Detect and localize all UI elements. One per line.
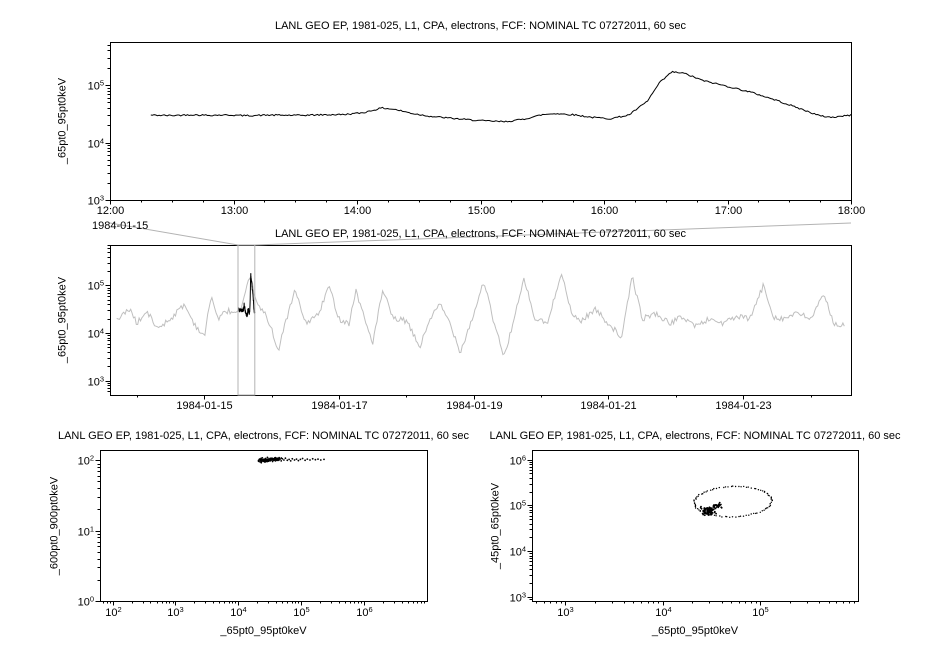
svg-text:103: 103: [88, 375, 104, 389]
svg-text:105: 105: [88, 279, 104, 293]
svg-text:104: 104: [510, 545, 526, 559]
svg-text:104: 104: [88, 137, 104, 151]
svg-text:105: 105: [293, 605, 309, 619]
svg-text:15:00: 15:00: [468, 205, 496, 217]
svg-text:1984-01-21: 1984-01-21: [580, 400, 636, 412]
svg-text:105: 105: [510, 499, 526, 513]
svg-text:1984-01-15: 1984-01-15: [176, 400, 232, 412]
x-axis-label-bottom-left: _65pt0_95pt0keV: [220, 625, 307, 637]
svg-text:104: 104: [655, 605, 671, 619]
chart-context-timeseries[interactable]: 1984-01-15 1984-01-17 1984-01-19 1984-01-21…: [88, 245, 852, 413]
svg-text:100: 100: [78, 595, 94, 609]
svg-text:104: 104: [230, 605, 246, 619]
svg-text:106: 106: [356, 605, 372, 619]
chart-top-timeseries[interactable]: 12:00 13:00 14:00 15:00 16:00 17:00 18:0010310…: [88, 42, 866, 218]
svg-text:16:00: 16:00: [591, 205, 619, 217]
y-axis-label-top: _65pt0_95pt0keV: [56, 77, 69, 165]
y-axis-label-bottom-right: _45pt0_65pt0keV: [489, 482, 502, 569]
chart-scatter-bottom-left[interactable]: 102 103 104 105 106 100 101 102: [78, 450, 428, 620]
svg-text:103: 103: [510, 591, 526, 605]
chart-title-top: LANL GEO EP, 1981-025, L1, CPA, electron…: [274, 20, 687, 32]
svg-text:1984-01-19: 1984-01-19: [446, 400, 502, 412]
zoom-region-connector[interactable]: [109, 222, 852, 396]
svg-text:1984-01-17: 1984-01-17: [311, 400, 367, 412]
svg-text:106: 106: [510, 454, 526, 468]
chart-scatter-bottom-right[interactable]: 103 104 105 103 104 105 106: [510, 450, 859, 620]
svg-text:17:00: 17:00: [715, 205, 743, 217]
svg-text:14:00: 14:00: [344, 205, 372, 217]
svg-text:103: 103: [557, 605, 573, 619]
svg-text:102: 102: [105, 605, 121, 619]
svg-text:102: 102: [78, 454, 94, 468]
svg-text:12:00: 12:00: [97, 205, 125, 217]
svg-text:101: 101: [78, 525, 94, 539]
chart-title-context: LANL GEO EP, 1981-025, L1, CPA, electron…: [274, 228, 687, 240]
x-axis-date-label: 1984-01-15: [92, 220, 149, 232]
svg-text:1984-01-23: 1984-01-23: [715, 400, 771, 412]
chart-title-bottom-left: LANL GEO EP, 1981-025, L1, CPA, electron…: [57, 430, 470, 442]
svg-text:105: 105: [88, 79, 104, 93]
x-axis-label-bottom-right: _65pt0_95pt0keV: [651, 625, 739, 637]
svg-text:104: 104: [88, 327, 104, 341]
y-axis-label-context: _65pt0_95pt0keV: [56, 276, 69, 364]
svg-text:105: 105: [752, 605, 768, 619]
svg-text:103: 103: [167, 605, 183, 619]
svg-text:18:00: 18:00: [838, 205, 866, 217]
y-axis-label-bottom-left: _600pt0_900pt0keV: [48, 476, 61, 575]
chart-title-bottom-right: LANL GEO EP, 1981-025, L1, CPA, electron…: [489, 430, 901, 442]
svg-text:13:00: 13:00: [221, 205, 249, 217]
